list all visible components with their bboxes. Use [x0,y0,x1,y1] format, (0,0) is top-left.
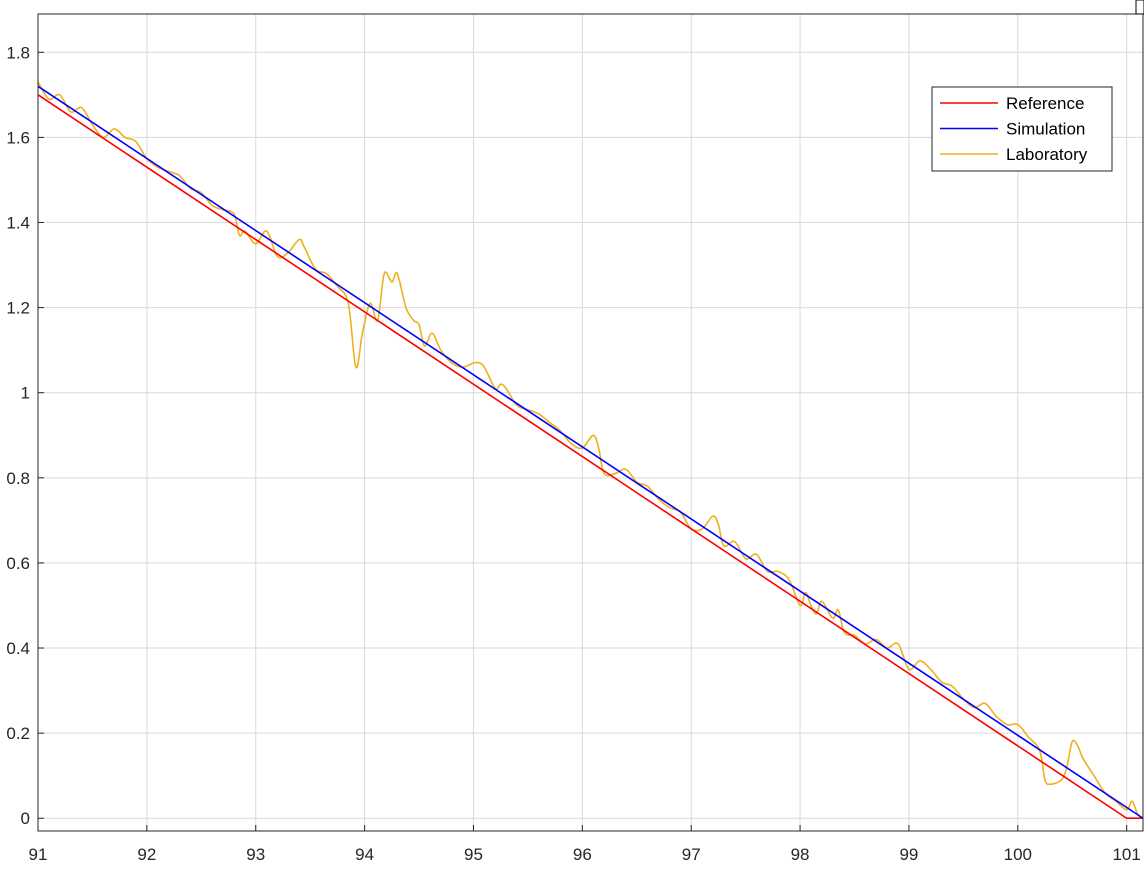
series-line-laboratory [37,81,1144,819]
corner-marker [1135,0,1144,15]
y-tick-label: 0 [21,809,30,828]
x-tick-label: 95 [464,845,483,864]
x-tick-label: 91 [29,845,48,864]
y-tick-label: 1 [21,384,30,403]
x-tick-label: 97 [682,845,701,864]
x-tick-label: 96 [573,845,592,864]
x-tick-label: 101 [1112,845,1140,864]
legend: Reference Simulation Laboratory [931,86,1113,172]
y-tick-label: 0.4 [6,639,30,658]
x-tick-label: 94 [355,845,374,864]
grid [37,14,1143,831]
legend-label: Laboratory [1006,145,1088,164]
x-tick-label: 100 [1004,845,1032,864]
y-tick-label: 0.6 [6,554,30,573]
x-tick-label: 98 [791,845,810,864]
x-tick-label: 92 [137,845,156,864]
y-tick-label: 1.8 [6,43,30,62]
x-tick-label: 99 [899,845,918,864]
x-tick-label: 93 [246,845,265,864]
series-layer [37,81,1144,820]
series-line-simulation [37,85,1144,819]
series-line-reference [37,94,1143,820]
legend-label: Simulation [1006,120,1085,139]
y-tick-label: 0.8 [6,469,30,488]
y-tick-label: 0.2 [6,724,30,743]
tick-labels: 91 92 93 94 95 96 97 98 99 100 101 0 0.2 0.4 0.6 0.8 1 1.… [6,43,1140,864]
legend-label: Reference [1006,94,1084,113]
y-tick-label: 1.2 [6,299,30,318]
y-tick-label: 1.4 [6,214,30,233]
plot-frame [37,13,1144,832]
y-tick-label: 1.6 [6,128,30,147]
